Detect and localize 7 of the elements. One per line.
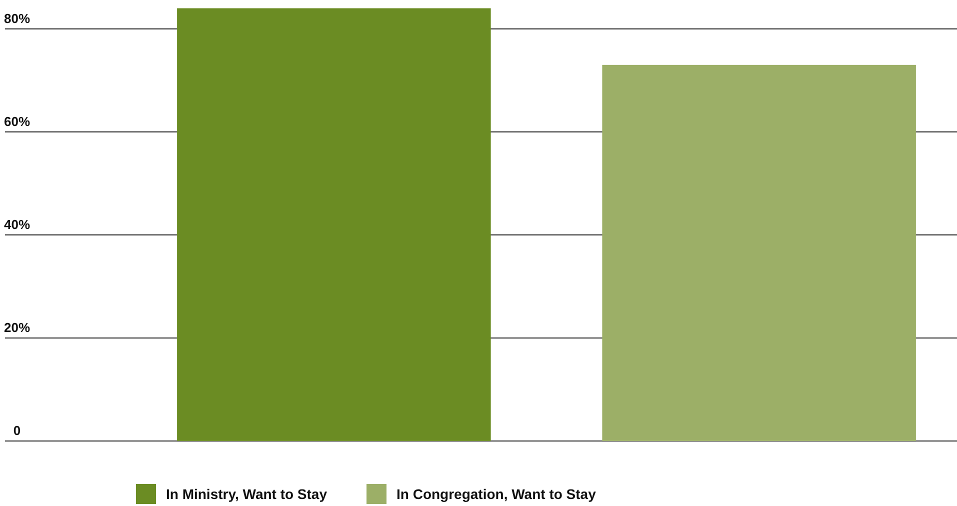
legend-label: In Ministry, Want to Stay [166,486,328,502]
y-tick-label: 20% [4,320,30,335]
y-tick-label: 80% [4,10,30,26]
y-tick-label: 60% [4,114,30,129]
y-tick-label: 40% [4,216,30,232]
y-tick-label: 0 [13,423,21,438]
legend-label: In Congregation, Want to Stay [396,486,596,502]
